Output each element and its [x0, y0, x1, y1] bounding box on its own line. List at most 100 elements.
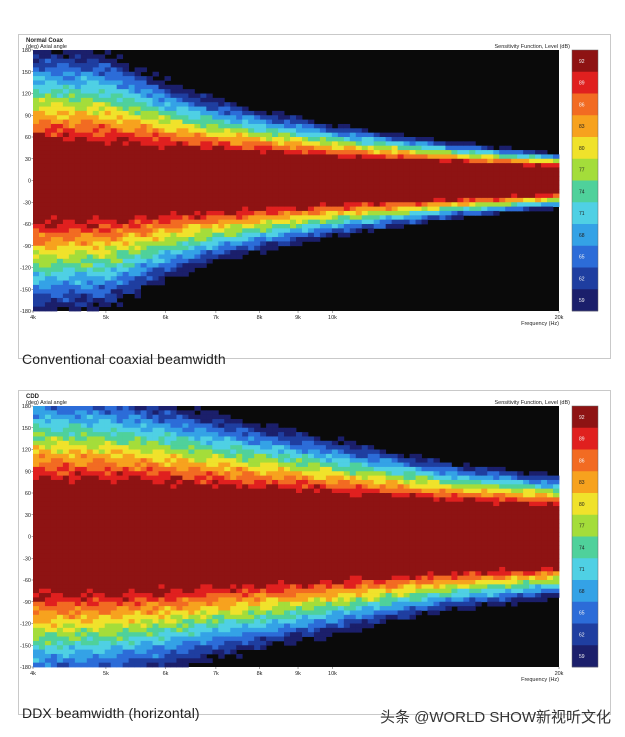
heatmap-cell — [176, 241, 183, 247]
heatmap-cell — [33, 549, 40, 555]
heatmap-cell — [218, 479, 225, 485]
heatmap-cell — [176, 184, 183, 190]
heatmap-cell — [475, 171, 482, 177]
heatmap-cell — [349, 210, 357, 216]
heatmap-cell — [463, 167, 470, 173]
heatmap-cell — [44, 466, 52, 472]
heatmap-cell — [110, 558, 118, 563]
heatmap-cell — [188, 597, 195, 603]
heatmap-cell — [116, 445, 124, 450]
heatmap-cell — [68, 128, 76, 134]
heatmap-cell — [68, 506, 76, 511]
heatmap-cell — [206, 128, 213, 134]
heatmap-cell — [248, 141, 255, 147]
heatmap-cell — [62, 580, 70, 585]
heatmap-cell — [38, 493, 46, 498]
heatmap-cell — [224, 110, 231, 116]
heatmap-cell — [110, 519, 118, 524]
heatmap-cell — [230, 180, 237, 186]
heatmap-cell — [272, 158, 279, 164]
heatmap-cell — [164, 128, 171, 134]
heatmap-cell — [86, 97, 94, 103]
heatmap-cell — [128, 232, 136, 238]
heatmap-cell — [62, 263, 70, 268]
heatmap-cell — [170, 527, 177, 533]
heatmap-cell — [367, 154, 375, 160]
heatmap-cell — [242, 210, 249, 216]
heatmap-cell — [146, 89, 153, 94]
heatmap-cell — [457, 158, 464, 164]
heatmap-cell — [122, 128, 130, 134]
heatmap-cell — [122, 123, 130, 129]
heatmap-cell — [152, 410, 159, 416]
heatmap-cell — [296, 176, 303, 181]
heatmap-cell — [164, 536, 171, 542]
heatmap-cell — [218, 466, 225, 472]
heatmap-cell — [170, 436, 177, 442]
heatmap-cell — [176, 488, 183, 494]
heatmap-cell — [74, 627, 82, 633]
heatmap-cell — [62, 119, 70, 125]
heatmap-cell — [290, 119, 297, 125]
heatmap-cell — [116, 645, 124, 650]
heatmap-cell — [33, 245, 40, 251]
heatmap-cell — [188, 501, 195, 507]
heatmap-cell — [200, 119, 207, 125]
heatmap-cell — [33, 145, 40, 151]
heatmap-cell — [212, 410, 219, 416]
heatmap-cell — [188, 436, 195, 442]
heatmap-cell — [92, 71, 100, 77]
heatmap-cell — [218, 119, 225, 125]
heatmap-cell — [50, 150, 58, 155]
heatmap-cell — [224, 184, 231, 190]
heatmap-cell — [355, 128, 363, 134]
heatmap-cell — [104, 562, 112, 568]
heatmap-cell — [44, 289, 52, 294]
heatmap-cell — [33, 406, 40, 411]
heatmap-cell — [301, 224, 309, 229]
heatmap-cell — [98, 154, 106, 160]
heatmap-cell — [230, 106, 237, 112]
heatmap-cell — [152, 449, 159, 455]
heatmap-cell — [170, 245, 177, 251]
heatmap-cell — [218, 475, 225, 481]
heatmap-cell — [50, 501, 58, 507]
heatmap-cell — [158, 254, 165, 260]
heatmap-cell — [146, 432, 153, 437]
heatmap-cell — [44, 658, 52, 664]
heatmap-cell — [56, 302, 64, 308]
heatmap-cell — [164, 479, 171, 485]
heatmap-cell — [212, 479, 219, 485]
heatmap-cell — [188, 89, 195, 94]
heatmap-cell — [517, 197, 524, 203]
heatmap-cell — [134, 184, 141, 190]
heatmap-cell — [337, 150, 345, 155]
heatmap-cell — [457, 206, 464, 212]
heatmap-cell — [33, 662, 40, 668]
heatmap-cell — [110, 432, 118, 437]
heatmap-cell — [505, 167, 512, 173]
heatmap-cell — [146, 427, 153, 433]
heatmap-cell — [212, 540, 219, 546]
heatmap-cell — [224, 176, 231, 181]
heatmap-cell — [367, 137, 375, 142]
heatmap-cell — [182, 154, 189, 160]
heatmap-cell — [200, 493, 207, 498]
heatmap-cell — [68, 58, 76, 64]
heatmap-cell — [349, 171, 357, 177]
heatmap-cell — [80, 132, 88, 138]
heatmap-cell — [343, 224, 351, 229]
heatmap-cell — [56, 119, 64, 125]
heatmap-cell — [74, 289, 82, 294]
heatmap-cell — [307, 137, 315, 142]
heatmap-cell — [158, 276, 165, 281]
heatmap-cell — [74, 545, 82, 550]
heatmap-cell — [86, 588, 94, 594]
heatmap-cell — [236, 245, 243, 251]
heatmap-cell — [122, 258, 130, 264]
heatmap-cell — [110, 80, 118, 86]
heatmap-cell — [80, 232, 88, 238]
heatmap-cell — [86, 102, 94, 107]
heatmap-cell — [92, 119, 100, 125]
heatmap-cell — [499, 202, 506, 207]
